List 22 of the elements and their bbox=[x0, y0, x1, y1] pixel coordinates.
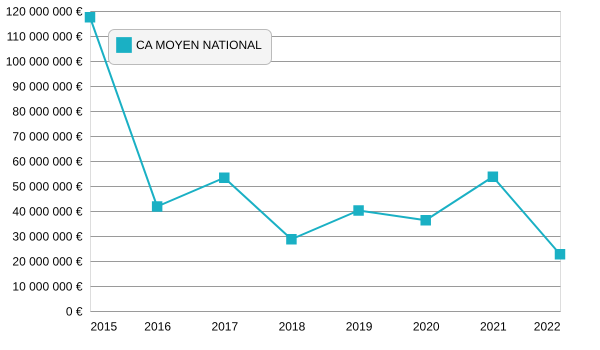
y-tick-label: 50 000 000 € bbox=[12, 180, 83, 194]
y-tick-label: 60 000 000 € bbox=[12, 154, 83, 168]
y-tick-label: 100 000 000 € bbox=[6, 54, 83, 68]
y-tick-label: 20 000 000 € bbox=[12, 254, 83, 268]
y-tick-label: 90 000 000 € bbox=[12, 80, 83, 94]
y-tick-label: 110 000 000 € bbox=[6, 30, 83, 44]
x-tick-label: 2022 bbox=[534, 320, 561, 334]
y-tick-label: 70 000 000 € bbox=[12, 130, 83, 144]
y-tick-label: 120 000 000 € bbox=[6, 4, 83, 18]
y-tick-label: 30 000 000 € bbox=[12, 230, 83, 244]
x-tick-label: 2018 bbox=[278, 320, 306, 334]
legend-label: CA MOYEN NATIONAL bbox=[136, 38, 262, 52]
y-tick-label: 80 000 000 € bbox=[12, 104, 83, 118]
x-tick-label: 2020 bbox=[412, 320, 440, 334]
x-tick-label: 2021 bbox=[480, 320, 508, 334]
x-tick-label: 2017 bbox=[211, 320, 238, 334]
y-tick-label: 40 000 000 € bbox=[12, 204, 83, 218]
y-tick-label: 0 € bbox=[66, 304, 83, 318]
x-tick-label: 2019 bbox=[346, 320, 373, 334]
x-tick-label: 2015 bbox=[90, 320, 118, 334]
x-tick-label: 2016 bbox=[144, 320, 172, 334]
y-tick-label: 10 000 000 € bbox=[12, 280, 83, 294]
